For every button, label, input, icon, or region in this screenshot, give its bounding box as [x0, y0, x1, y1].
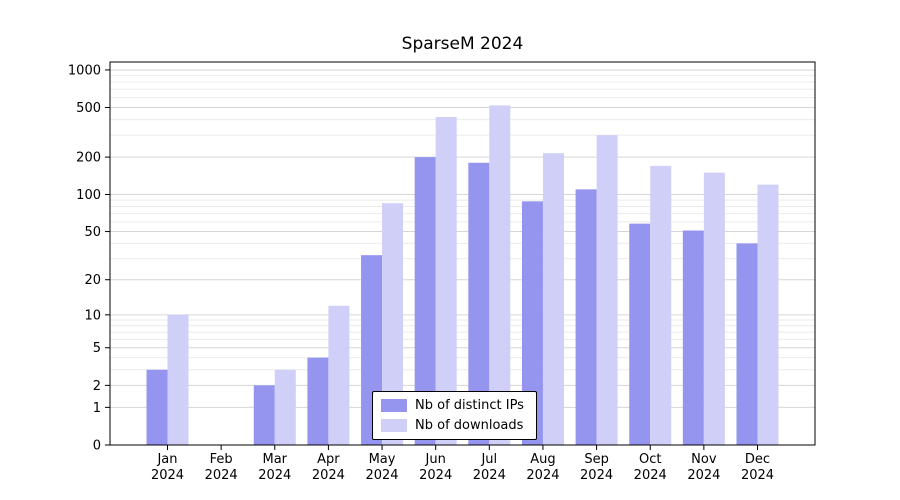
bars-distinct-ips: [146, 157, 758, 446]
y-tick-label: 0: [93, 439, 101, 454]
bar-distinct-ips: [521, 201, 543, 445]
y-tick-label: 500: [76, 101, 101, 116]
x-tick-label-month: Dec: [745, 452, 770, 467]
x-tick-label-year: 2024: [205, 468, 238, 483]
x-axis: Jan2024Feb2024Mar2024Apr2024May2024Jun20…: [151, 445, 774, 483]
y-tick-label: 20: [84, 273, 101, 288]
x-tick-label-month: Sep: [584, 452, 609, 467]
x-tick-label-year: 2024: [580, 468, 613, 483]
x-tick-label-year: 2024: [526, 468, 559, 483]
x-tick-label-month: Jul: [480, 452, 497, 467]
x-tick-label-month: Mar: [263, 452, 288, 467]
y-axis: 0 1 2 5 10 20 50 100 200 500 1000: [68, 63, 110, 454]
bar-downloads: [435, 116, 457, 446]
x-tick-label-year: 2024: [312, 468, 345, 483]
x-tick-label-month: Jan: [156, 452, 177, 467]
bar-distinct-ips: [307, 357, 329, 445]
x-tick-label-year: 2024: [419, 468, 452, 483]
bar-downloads: [167, 314, 189, 445]
x-tick-label-month: Nov: [691, 452, 717, 467]
legend-item-distinct-ips: Nb of distinct IPs: [381, 398, 524, 413]
bar-downloads: [596, 135, 618, 445]
y-tick-label: 5: [93, 341, 101, 356]
bar-distinct-ips: [682, 230, 704, 445]
bar-downloads: [542, 153, 564, 445]
x-tick-label-year: 2024: [741, 468, 774, 483]
grid-minor-lines: [110, 75, 815, 371]
x-tick-label-year: 2024: [634, 468, 667, 483]
x-tick-label-year: 2024: [258, 468, 291, 483]
x-tick-label-month: Feb: [210, 452, 233, 467]
x-tick-label-month: Oct: [639, 452, 661, 467]
bars-downloads: [167, 105, 779, 446]
bar-downloads: [274, 369, 296, 445]
bar-distinct-ips: [629, 223, 651, 445]
bar-downloads: [650, 165, 672, 445]
legend-label-distinct-ips: Nb of distinct IPs: [415, 398, 524, 413]
y-tick-label: 2: [93, 379, 101, 394]
bar-distinct-ips: [414, 157, 436, 445]
bar-distinct-ips: [736, 243, 758, 445]
bar-distinct-ips: [468, 162, 490, 446]
x-tick-label-year: 2024: [365, 468, 398, 483]
bar-downloads: [489, 105, 511, 445]
y-tick-label: 10: [84, 308, 101, 323]
y-tick-label: 50: [84, 225, 101, 240]
y-tick-label: 100: [76, 188, 101, 203]
x-tick-label-month: Aug: [530, 452, 555, 467]
legend-swatch-downloads: [381, 419, 407, 432]
x-tick-label-month: May: [369, 452, 396, 467]
axis-spines: [109, 61, 816, 446]
bar-distinct-ips: [146, 369, 168, 445]
x-tick-label-year: 2024: [687, 468, 720, 483]
chart-title: SparseM 2024: [401, 34, 524, 54]
bar-downloads: [328, 305, 350, 445]
legend-item-downloads: Nb of downloads: [381, 418, 524, 433]
bar-downloads: [382, 203, 404, 445]
x-tick-label-month: Apr: [317, 452, 340, 467]
legend: Nb of distinct IPs Nb of downloads: [372, 391, 537, 440]
bar-distinct-ips: [253, 385, 275, 445]
y-tick-label: 1000: [68, 63, 101, 78]
y-tick-label: 1: [93, 401, 101, 416]
x-tick-label-month: Jun: [425, 452, 446, 467]
bar-downloads: [703, 172, 725, 446]
bar-distinct-ips: [575, 189, 597, 445]
x-tick-label-year: 2024: [151, 468, 184, 483]
y-tick-label: 200: [76, 151, 101, 166]
legend-swatch-distinct-ips: [381, 399, 407, 412]
bar-downloads: [757, 184, 779, 445]
legend-label-downloads: Nb of downloads: [415, 418, 524, 433]
x-tick-label-year: 2024: [473, 468, 506, 483]
